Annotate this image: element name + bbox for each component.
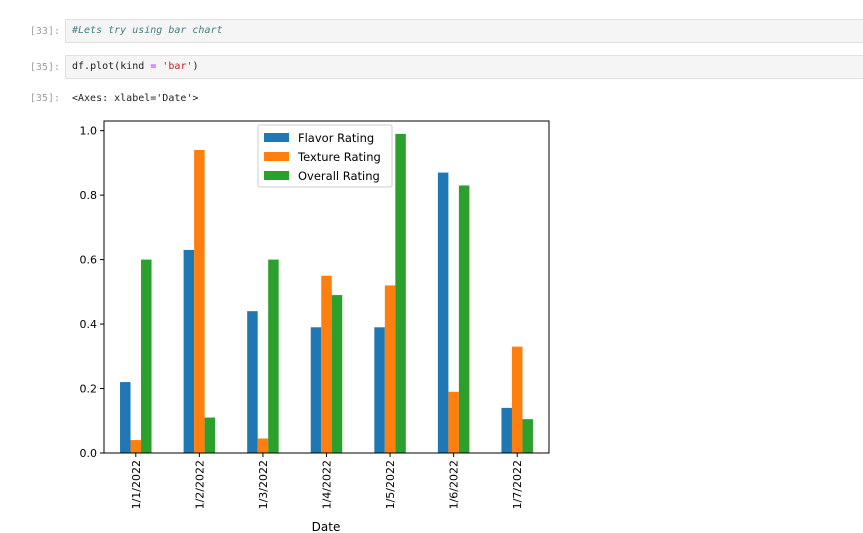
code-open-paren: ( <box>114 61 121 72</box>
x-tick-label: 1/5/2022 <box>384 460 397 509</box>
bar-flavor-rating-7 <box>501 407 512 453</box>
y-tick-label: 0.6 <box>80 254 98 267</box>
code-method: plot <box>90 61 115 72</box>
output-prompt: [35]: <box>29 93 60 104</box>
x-axis-label: Date <box>312 520 341 533</box>
bar-overall-rating-7 <box>522 419 533 453</box>
x-tick-label: 1/4/2022 <box>321 460 334 509</box>
y-tick-label: 0.4 <box>80 318 98 331</box>
legend-swatch <box>264 133 289 142</box>
y-tick-label: 1.0 <box>80 125 98 138</box>
cell-prompt: [35]: <box>29 62 60 73</box>
legend-box <box>257 124 393 188</box>
bar-flavor-rating-6 <box>437 172 449 453</box>
legend-label: Texture Rating <box>297 150 381 164</box>
bar-overall-rating-6 <box>458 185 470 454</box>
bar-texture-rating-6 <box>448 391 459 453</box>
bars-group <box>120 133 533 454</box>
code-editor[interactable]: df.plot(kind = 'bar') <box>65 55 863 79</box>
output-text: <Axes: xlabel='Date'> <box>72 93 199 104</box>
bar-texture-rating-7 <box>511 346 523 453</box>
legend: Flavor Rating Texture Rating Overall Ratin… <box>257 124 393 188</box>
bar-flavor-rating-3 <box>247 311 258 453</box>
x-tick-label: 1/7/2022 <box>511 460 524 509</box>
code-obj: df <box>72 61 85 72</box>
code-dot: . <box>84 61 91 72</box>
x-axis: 1/1/2022 1/2/2022 1/3/2022 1/4/2022 1/5/2022… <box>130 453 524 509</box>
cell-prompt: [33]: <box>29 26 60 37</box>
x-tick-label: 1/6/2022 <box>448 460 461 509</box>
bar-flavor-rating-5 <box>374 327 385 453</box>
bar-texture-rating-3 <box>257 438 269 453</box>
y-tick-label: 0.2 <box>80 383 98 396</box>
bar-flavor-rating-1 <box>120 382 131 453</box>
code-comment: #Lets try using bar chart <box>72 25 223 36</box>
bar-overall-rating-1 <box>141 259 152 453</box>
bar-texture-rating-5 <box>384 285 396 453</box>
legend-swatch <box>264 171 289 180</box>
bar-flavor-rating-4 <box>310 327 322 453</box>
legend-label: Flavor Rating <box>298 131 374 145</box>
bar-texture-rating-2 <box>194 150 205 453</box>
x-tick-label: 1/3/2022 <box>257 460 270 509</box>
bar-flavor-rating-2 <box>183 249 195 453</box>
legend-label: Overall Rating <box>298 169 380 183</box>
code-editor[interactable]: #Lets try using bar chart <box>65 19 863 43</box>
bar-overall-rating-2 <box>204 417 216 453</box>
code-close-paren: ) <box>192 61 199 72</box>
bar-overall-rating-3 <box>268 259 279 453</box>
x-tick-label: 1/2/2022 <box>193 460 206 509</box>
bar-overall-rating-5 <box>395 133 406 454</box>
bar-overall-rating-4 <box>331 295 343 453</box>
code-cell-33[interactable]: [33]: #Lets try using bar chart <box>0 19 863 45</box>
code-operator: = <box>150 61 157 72</box>
y-tick-label: 0.0 <box>80 447 98 460</box>
y-axis: 0.0 0.2 0.4 0.6 0.8 1.0 <box>80 125 104 460</box>
bar-texture-rating-1 <box>130 440 142 453</box>
code-string: 'bar' <box>162 61 193 72</box>
code-cell-35[interactable]: [35]: df.plot(kind = 'bar') <box>0 55 863 81</box>
x-tick-label: 1/1/2022 <box>130 460 143 509</box>
code-arg: kind <box>120 61 145 72</box>
bar-texture-rating-4 <box>321 275 332 453</box>
y-tick-label: 0.8 <box>80 189 98 202</box>
output-cell-35: [35]: <Axes: xlabel='Date'> <box>0 90 863 530</box>
legend-swatch <box>264 152 289 161</box>
